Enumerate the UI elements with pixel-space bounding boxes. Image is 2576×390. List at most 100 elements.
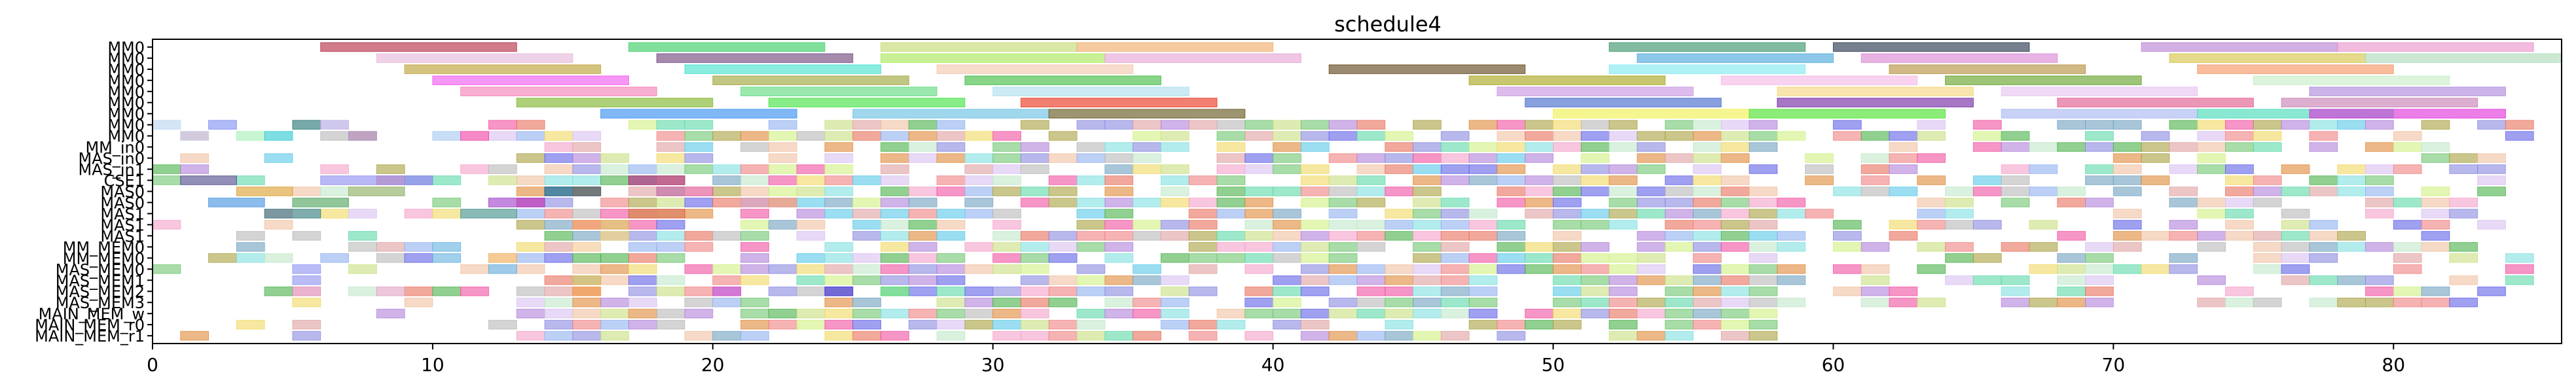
task-block bbox=[684, 297, 714, 308]
task-block bbox=[1216, 209, 1246, 219]
task-block bbox=[1104, 209, 1134, 219]
task-block bbox=[1413, 120, 1442, 130]
task-block bbox=[1440, 286, 1470, 296]
x-axis: 0 10 20 30 40 50 60 70 80 bbox=[147, 344, 2405, 376]
task-block bbox=[684, 286, 714, 296]
task-block bbox=[404, 242, 433, 252]
task-block bbox=[2281, 231, 2310, 241]
task-block bbox=[1385, 220, 1414, 230]
task-block bbox=[880, 198, 909, 207]
task-block bbox=[880, 264, 909, 274]
task-bar bbox=[2365, 53, 2562, 63]
y-tick-label: MM0 bbox=[107, 128, 145, 146]
task-block bbox=[1720, 242, 1750, 252]
task-block bbox=[1188, 264, 1218, 274]
task-block bbox=[1917, 131, 1946, 141]
task-block bbox=[1972, 253, 2002, 263]
task-block bbox=[684, 198, 714, 207]
task-block bbox=[1300, 164, 1330, 174]
task-block bbox=[1720, 330, 1750, 341]
y-tick-label: MM0 bbox=[107, 39, 145, 57]
task-block bbox=[2113, 175, 2142, 185]
task-block bbox=[1021, 164, 1049, 174]
task-bar bbox=[460, 86, 657, 97]
task-block bbox=[1300, 286, 1330, 296]
task-bar bbox=[292, 275, 321, 285]
task-block bbox=[992, 319, 1022, 330]
task-block bbox=[1244, 286, 1274, 296]
task-block bbox=[516, 253, 545, 263]
task-block bbox=[656, 286, 685, 296]
task-block bbox=[488, 319, 517, 330]
task-block bbox=[1580, 308, 1610, 319]
task-block bbox=[1497, 319, 1526, 330]
task-block bbox=[2197, 275, 2226, 285]
task-block bbox=[712, 198, 742, 207]
task-block bbox=[908, 242, 937, 252]
task-block bbox=[1385, 275, 1414, 285]
task-block bbox=[1777, 275, 1806, 285]
task-block bbox=[572, 231, 602, 241]
task-block bbox=[180, 330, 209, 341]
task-block bbox=[936, 319, 966, 330]
task-block bbox=[1692, 275, 1722, 285]
task-block bbox=[964, 186, 994, 196]
task-block bbox=[1468, 253, 1498, 263]
task-block bbox=[2141, 153, 2170, 163]
task-block bbox=[768, 308, 797, 319]
task-block bbox=[1553, 142, 1582, 152]
task-block bbox=[712, 297, 742, 308]
task-block bbox=[992, 153, 1022, 163]
task-block bbox=[516, 220, 545, 230]
task-block bbox=[2085, 242, 2114, 252]
task-block bbox=[544, 164, 573, 174]
task-block bbox=[1021, 142, 1049, 152]
y-tick-label: MAS1 bbox=[100, 205, 145, 223]
task-block bbox=[1440, 308, 1470, 319]
task-block bbox=[768, 286, 797, 296]
task-bar bbox=[488, 264, 517, 274]
task-block bbox=[1608, 275, 1638, 285]
task-bar bbox=[2001, 86, 2198, 97]
task-block bbox=[2309, 120, 2338, 130]
task-block bbox=[600, 308, 629, 319]
y-tick-label: MAS_MEM2 bbox=[56, 283, 145, 301]
task-block bbox=[1021, 186, 1049, 196]
task-bar bbox=[2169, 53, 2366, 63]
task-bar bbox=[1749, 109, 1946, 118]
task-block bbox=[1273, 242, 1301, 252]
task-block bbox=[264, 220, 293, 230]
task-bar bbox=[348, 186, 405, 196]
task-block bbox=[1440, 253, 1470, 263]
task-block bbox=[880, 209, 909, 219]
task-block bbox=[1021, 198, 1049, 207]
task-block bbox=[852, 220, 882, 230]
task-block bbox=[852, 198, 882, 207]
task-bar bbox=[432, 242, 462, 252]
task-bar bbox=[320, 120, 350, 130]
task-block bbox=[516, 120, 545, 130]
task-block bbox=[1665, 242, 1694, 252]
task-block bbox=[1580, 209, 1610, 219]
task-block bbox=[1525, 209, 1554, 219]
task-block bbox=[2393, 297, 2422, 308]
task-block bbox=[1637, 242, 1666, 252]
task-block bbox=[824, 186, 854, 196]
task-block bbox=[1104, 297, 1134, 308]
task-block bbox=[852, 319, 882, 330]
task-block bbox=[1692, 319, 1722, 330]
task-block bbox=[1076, 242, 1106, 252]
task-block bbox=[908, 198, 937, 207]
task-block bbox=[2197, 131, 2226, 141]
task-block bbox=[992, 209, 1022, 219]
task-block bbox=[404, 297, 433, 308]
task-block bbox=[1076, 264, 1106, 274]
task-bar bbox=[264, 131, 293, 141]
task-bar bbox=[208, 120, 237, 130]
task-block bbox=[1244, 209, 1274, 219]
task-block bbox=[1832, 231, 1862, 241]
y-tick-label: MAS_MEM0 bbox=[56, 260, 145, 279]
task-block bbox=[2169, 198, 2198, 207]
task-block bbox=[1917, 264, 1946, 274]
task-block bbox=[516, 153, 545, 163]
